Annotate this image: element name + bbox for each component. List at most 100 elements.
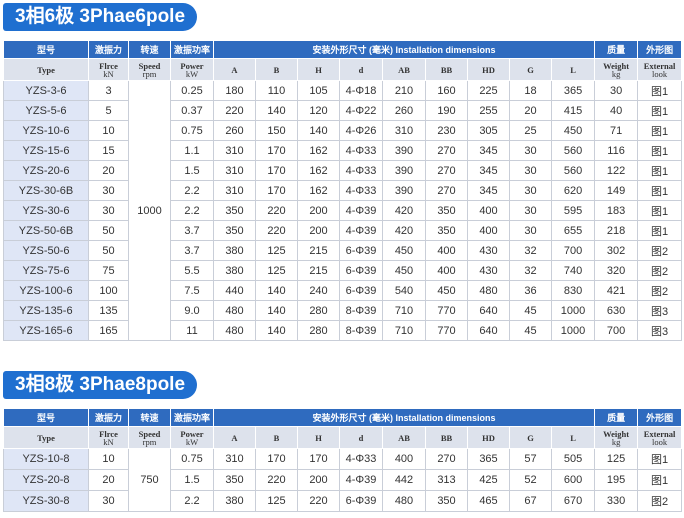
data-cell: 225	[467, 80, 510, 101]
header-row: 型号 激振力 转速 激振功率 安装外形尺寸 (毫米) Installation dime…	[3, 40, 683, 59]
data-cell: 421	[594, 280, 639, 301]
type-cell: YZS-30-6	[3, 200, 89, 221]
data-cell: 30	[509, 200, 552, 221]
data-cell: 390	[382, 160, 426, 181]
data-cell: 图1	[637, 180, 683, 201]
subheader-label: G	[527, 432, 534, 443]
data-row: YZS-5-6 5 0.37 220 140 120 4-Φ22 260 190 255 20 415…	[3, 100, 683, 121]
subheader-label: d	[358, 432, 364, 443]
type-cell: YZS-10-8	[3, 448, 89, 470]
data-cell: 0.25	[170, 80, 214, 101]
data-cell: 540	[382, 280, 426, 301]
subheader-label: B	[273, 64, 280, 75]
header-cell: 转速	[128, 408, 171, 427]
data-cell: 4-Φ18	[339, 80, 383, 101]
data-cell: 8-Φ39	[339, 300, 383, 321]
data-cell: 2.2	[170, 200, 214, 221]
data-cell: 270	[425, 140, 468, 161]
data-cell: 图1	[637, 140, 683, 161]
data-row: YZS-100-6 100 7.5 440 140 240 6-Φ39 540 450 480 36…	[3, 280, 683, 301]
type-cell: YZS-165-6	[3, 320, 89, 341]
speed-cell: 750	[128, 448, 171, 512]
data-cell: 215	[297, 240, 340, 261]
data-cell: 380	[213, 260, 256, 281]
subheader-cell: HD	[467, 58, 510, 81]
data-cell: 71	[594, 120, 639, 141]
subheader-cell: A	[213, 426, 256, 449]
subheader-cell: AB	[382, 58, 426, 81]
data-cell: 640	[467, 300, 510, 321]
data-cell: 770	[425, 320, 468, 341]
type-cell: YZS-50-6	[3, 240, 89, 261]
data-cell: 365	[467, 448, 510, 470]
header-cell: 转速	[128, 40, 171, 59]
speed-cell: 1000	[128, 80, 171, 341]
type-cell: YZS-5-6	[3, 100, 89, 121]
data-cell: 215	[297, 260, 340, 281]
subheader-cell: Speed rpm	[128, 426, 171, 449]
subheader-cell: Weight kg	[594, 58, 639, 81]
subheader-unit: kg	[611, 68, 621, 79]
data-cell: 140	[255, 280, 298, 301]
data-row: YZS-10-6 10 0.75 260 150 140 4-Φ26 310 230 305 25 4…	[3, 120, 683, 141]
subheader-unit: kN	[103, 68, 114, 79]
data-cell: 430	[467, 240, 510, 261]
data-cell: 280	[297, 320, 340, 341]
data-cell: 313	[425, 469, 468, 491]
data-cell: 380	[213, 490, 256, 512]
data-cell: 图2	[637, 240, 683, 261]
type-cell: YZS-30-8	[3, 490, 89, 512]
data-cell: 1000	[550, 300, 596, 321]
data-cell: 220	[297, 490, 340, 512]
data-cell: 125	[255, 260, 298, 281]
data-cell: 655	[550, 220, 596, 241]
subheader-label: H	[315, 432, 322, 443]
subheader-cell: BB	[425, 426, 468, 449]
data-cell: 640	[467, 320, 510, 341]
section-title: 3相8极 3Phae8pole	[3, 371, 198, 399]
data-cell: 270	[425, 180, 468, 201]
data-cell: 135	[88, 300, 129, 321]
data-cell: 1.5	[170, 160, 214, 181]
subheader-label: G	[527, 64, 534, 75]
data-cell: 240	[297, 280, 340, 301]
data-cell: 380	[213, 240, 256, 261]
data-cell: 40	[594, 100, 639, 121]
subheader-label: B	[273, 432, 280, 443]
data-row: YZS-30-6B 30 2.2 310 170 162 4-Φ33 390 270 345 30 6…	[3, 180, 683, 201]
data-cell: 320	[594, 260, 639, 281]
subheader-cell: External look	[637, 58, 683, 81]
data-cell: 310	[213, 448, 256, 470]
data-row: YZS-30-6 30 2.2 350 220 200 4-Φ39 420 350 400 30 59…	[3, 200, 683, 221]
subheader-cell: AB	[382, 426, 426, 449]
data-cell: 190	[425, 100, 468, 121]
data-cell: 270	[425, 448, 468, 470]
subheader-cell: Type	[3, 426, 89, 449]
data-cell: 218	[594, 220, 639, 241]
data-cell: 350	[213, 469, 256, 491]
data-cell: 1.1	[170, 140, 214, 161]
data-cell: 345	[467, 160, 510, 181]
data-cell: 390	[382, 180, 426, 201]
data-cell: 450	[382, 260, 426, 281]
data-cell: 10	[88, 448, 129, 470]
data-cell: 310	[213, 180, 256, 201]
data-cell: 30	[88, 200, 129, 221]
data-cell: 830	[550, 280, 596, 301]
data-cell: 350	[213, 200, 256, 221]
header-cell: 激振功率	[170, 40, 214, 59]
data-cell: 560	[550, 160, 596, 181]
data-cell: 4-Φ39	[339, 469, 383, 491]
data-row: YZS-10-8 10 750 0.75 310 170 170 4-Φ33 400 270 365…	[3, 448, 683, 512]
data-cell: 430	[467, 260, 510, 281]
subheader-label: Weight	[603, 428, 630, 439]
subheader-label: Weight	[603, 60, 630, 71]
data-cell: 30	[88, 490, 129, 512]
data-cell: 30	[509, 220, 552, 241]
subheader-label: HD	[482, 64, 495, 75]
data-cell: 220	[255, 220, 298, 241]
type-cell: YZS-30-6B	[3, 180, 89, 201]
subheader-label: AB	[398, 432, 410, 443]
